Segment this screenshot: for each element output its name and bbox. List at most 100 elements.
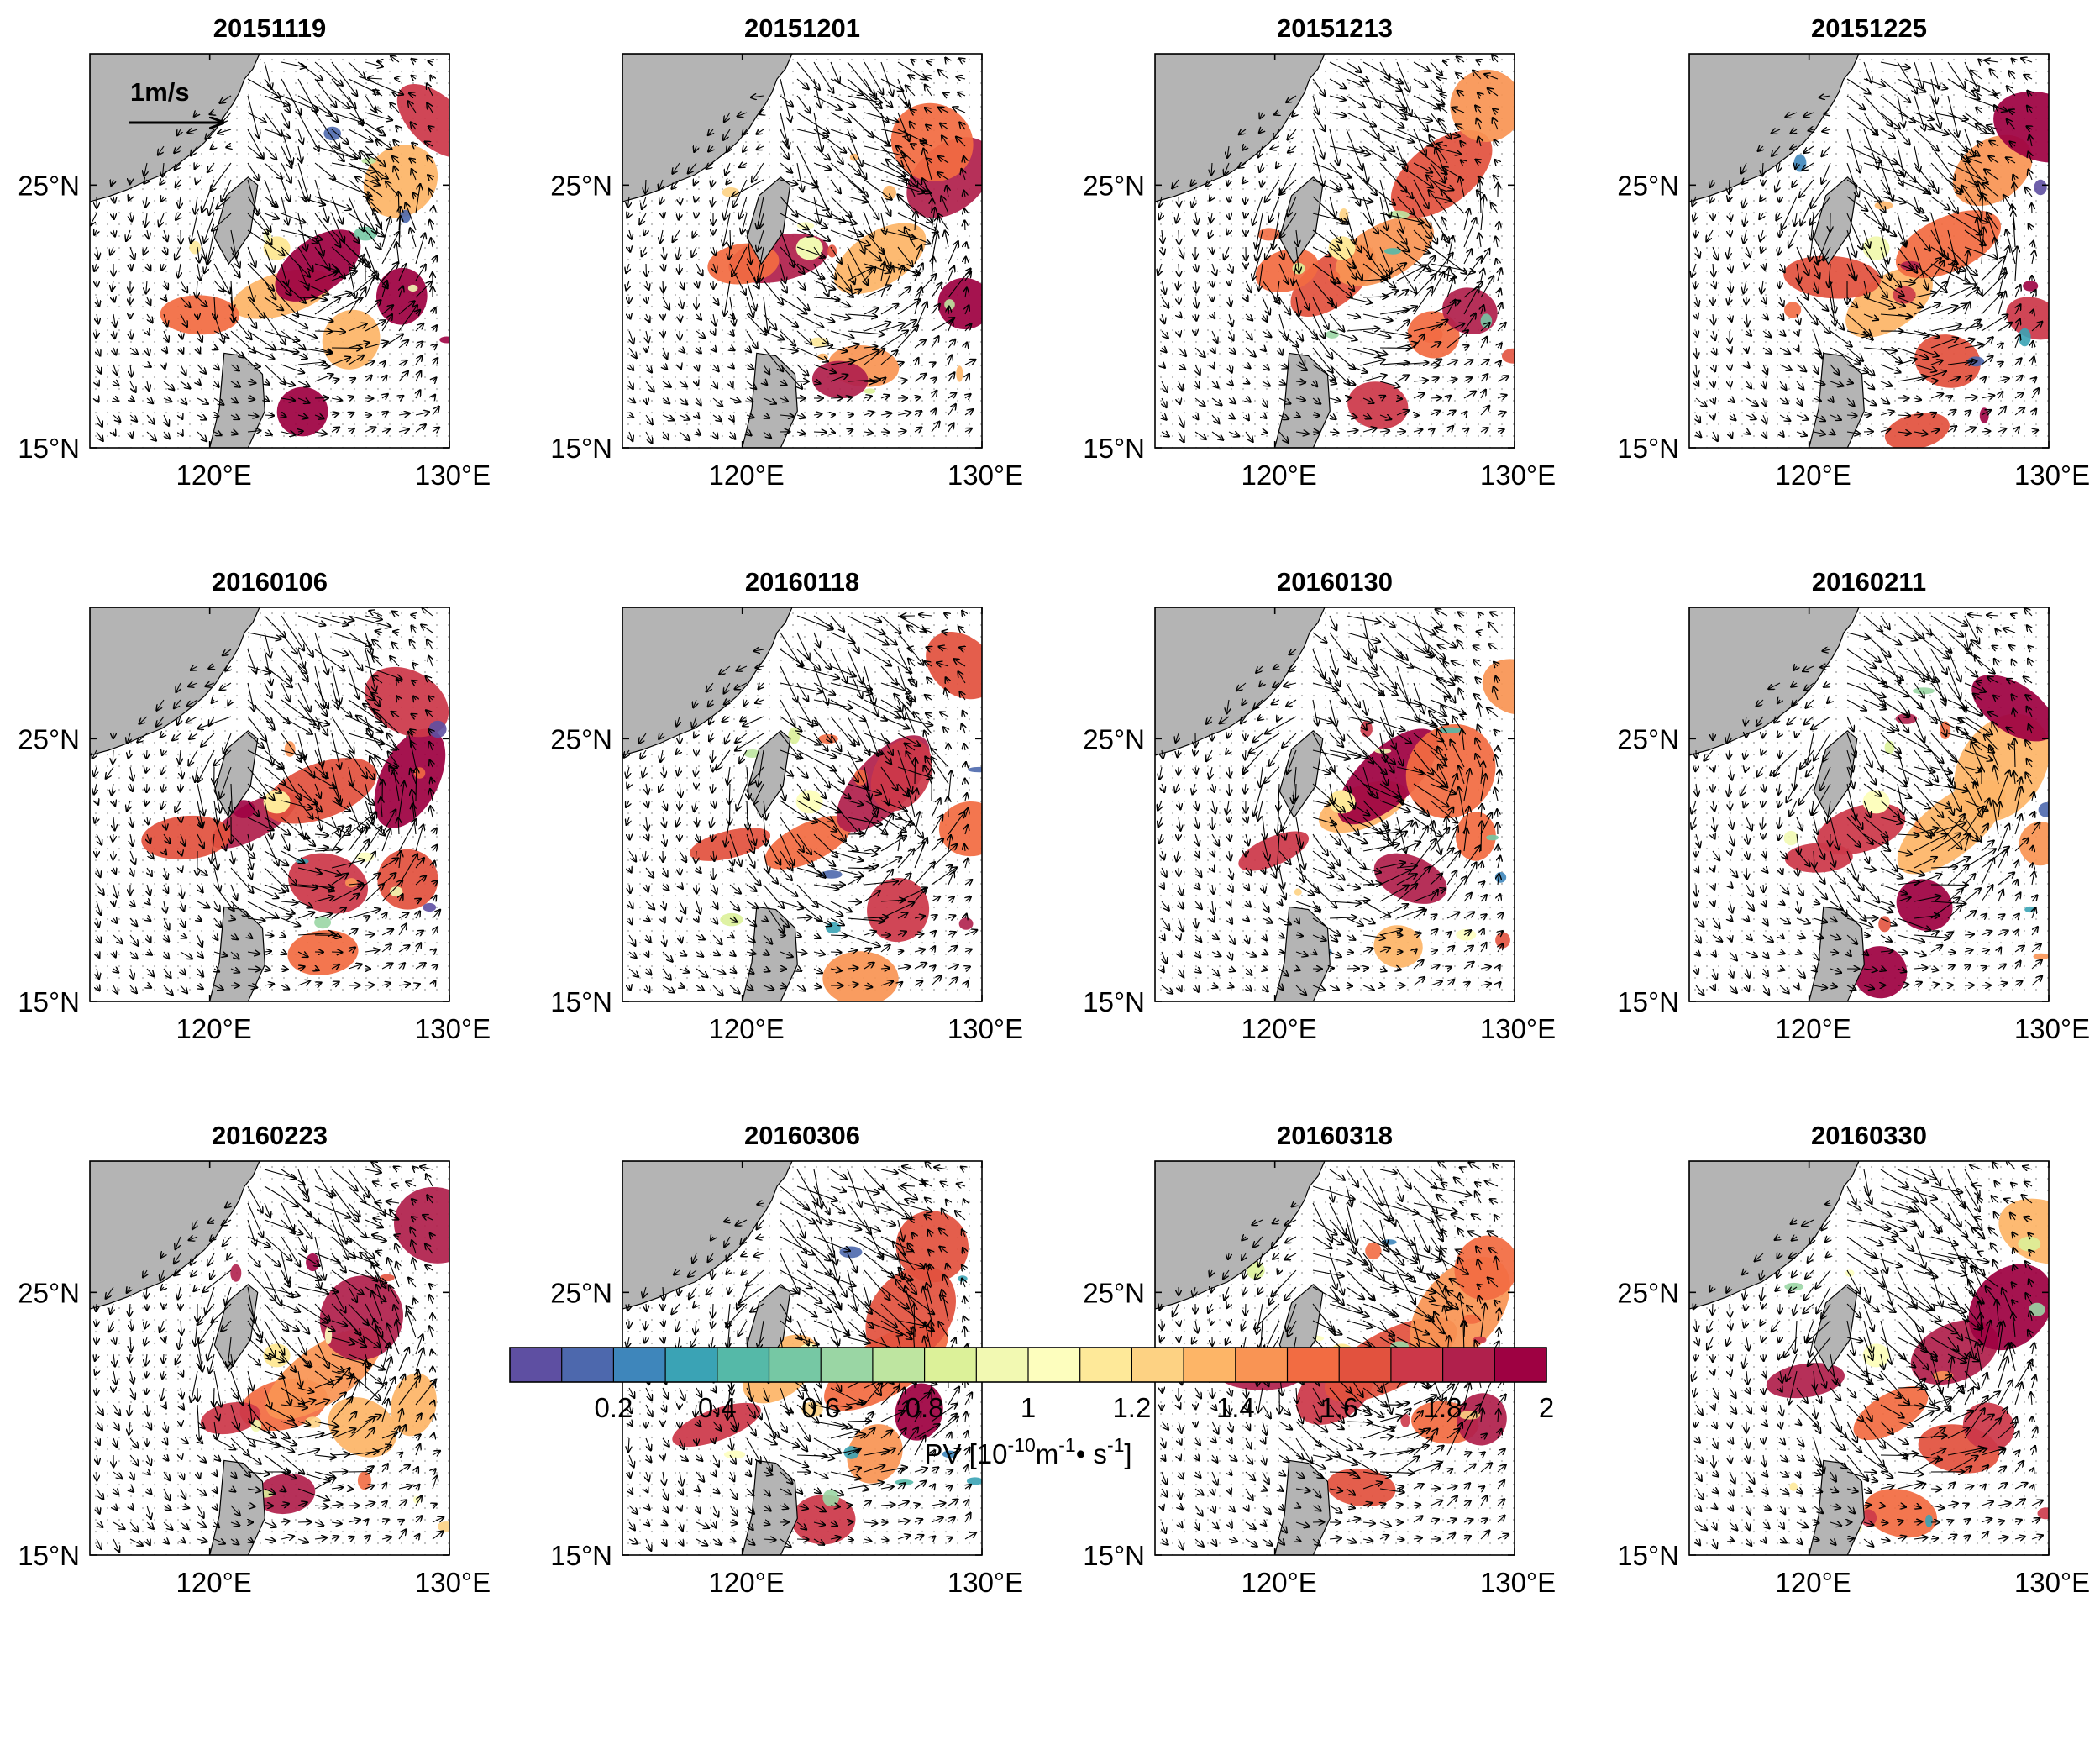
pv-speck: [966, 1477, 982, 1485]
current-vector: [1229, 783, 1230, 796]
current-vector: [113, 213, 114, 219]
current-vector: [696, 1437, 697, 1445]
current-vector: [1830, 833, 1831, 846]
pv-speck: [2038, 802, 2049, 817]
x-tick-label: 130°E: [2014, 1013, 2090, 1044]
y-tick-label: 15°N: [550, 433, 612, 464]
y-tick-label: 15°N: [18, 986, 80, 1017]
map-area: [1155, 54, 1515, 448]
current-vector: [1212, 817, 1213, 829]
current-vector: [1763, 884, 1764, 892]
panel-title: 20160223: [212, 1121, 328, 1150]
x-tick-label: 120°E: [1776, 460, 1851, 491]
panel-title: 20160118: [745, 567, 859, 596]
pv-speck: [1486, 834, 1499, 841]
current-vector: [1780, 280, 1781, 288]
current-vector: [1947, 952, 1956, 953]
current-vector: [264, 415, 274, 416]
current-vector: [1295, 783, 1296, 801]
pv-speck: [428, 720, 447, 738]
current-vector: [146, 749, 147, 759]
current-vector: [830, 952, 842, 953]
x-tick-label: 130°E: [415, 1567, 491, 1598]
pv-speck: [843, 1446, 859, 1459]
current-vector: [314, 331, 332, 332]
pv-speck: [2023, 281, 2039, 292]
current-vector: [1779, 197, 1780, 202]
current-vector: [2032, 203, 2033, 214]
panel-title: 20160306: [744, 1121, 860, 1150]
scale-vector-label: 1m/s: [130, 77, 190, 107]
y-tick-label: 25°N: [18, 723, 80, 754]
pv-speck: [407, 284, 418, 292]
y-tick-label: 25°N: [18, 1277, 80, 1308]
pv-speck: [827, 244, 837, 258]
current-vector: [1763, 733, 1764, 738]
y-tick-label: 15°N: [1083, 986, 1145, 1017]
x-tick-label: 130°E: [415, 1013, 491, 1044]
current-vector: [1695, 229, 1696, 237]
pv-speck: [968, 766, 982, 773]
map-area: [1689, 54, 2049, 448]
current-vector: [147, 783, 148, 792]
map-area: [622, 607, 982, 1001]
current-vector: [1779, 749, 1780, 758]
current-vector: [398, 192, 399, 214]
pv-speck: [284, 741, 296, 757]
x-tick-label: 130°E: [2014, 460, 2090, 491]
current-vector: [331, 1472, 348, 1473]
map-area: [622, 54, 982, 448]
pv-speck: [1783, 830, 1798, 846]
current-vector: [964, 220, 965, 231]
y-tick-label: 25°N: [1617, 723, 1679, 754]
x-tick-label: 130°E: [948, 460, 1023, 491]
y-tick-label: 25°N: [550, 723, 612, 754]
y-tick-label: 15°N: [1617, 433, 1679, 464]
map-area: [90, 607, 449, 1001]
y-tick-label: 25°N: [1083, 723, 1145, 754]
y-tick-label: 25°N: [1617, 170, 1679, 201]
current-vector: [96, 330, 97, 339]
x-tick-label: 120°E: [709, 460, 785, 491]
current-vector: [180, 783, 181, 791]
panel-title: 20151201: [744, 13, 860, 43]
pv-speck: [380, 1274, 395, 1282]
pv-speck: [1294, 888, 1302, 896]
pv-speck: [345, 878, 358, 888]
current-vector: [646, 1303, 647, 1311]
pv-speck: [1365, 1242, 1382, 1260]
current-vector: [1930, 885, 1968, 886]
map-area: [90, 54, 449, 448]
pv-speck: [1495, 932, 1510, 949]
current-vector: [1246, 1303, 1247, 1316]
x-tick-label: 130°E: [1480, 1013, 1556, 1044]
y-tick-label: 15°N: [18, 433, 80, 464]
pv-speck: [958, 917, 974, 930]
current-vector: [1330, 968, 1334, 969]
pv-speck: [2018, 328, 2031, 347]
pv-speck: [821, 870, 843, 879]
current-vector: [349, 1489, 353, 1490]
pv-speck: [2024, 906, 2035, 913]
pv-speck: [864, 388, 876, 394]
current-vector: [864, 381, 875, 382]
current-vector: [331, 952, 342, 953]
current-vector: [663, 314, 664, 320]
pv-speck: [2034, 179, 2047, 196]
panel-title: 20151213: [1277, 13, 1393, 43]
pv-speck: [2033, 953, 2049, 960]
current-vector: [847, 1421, 871, 1422]
pv-eddy: [263, 236, 291, 260]
pv-eddy: [1328, 790, 1356, 814]
current-vector: [1430, 397, 1441, 398]
current-vector: [1379, 348, 1411, 349]
x-tick-label: 120°E: [176, 1567, 252, 1598]
pv-speck: [722, 187, 739, 197]
current-vector: [1396, 432, 1405, 433]
